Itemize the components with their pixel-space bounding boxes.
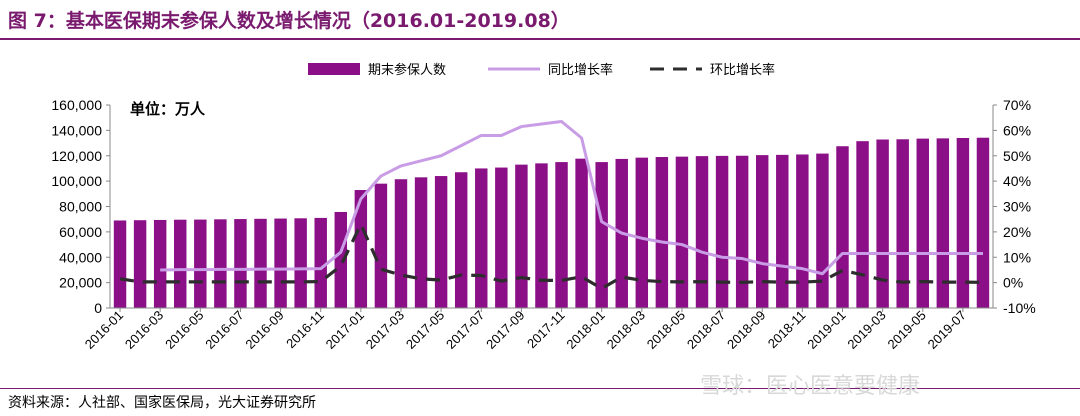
bar xyxy=(174,219,187,308)
x-tick-label: 2017-07 xyxy=(443,308,487,352)
legend-swatch-bar xyxy=(308,63,360,75)
bar xyxy=(515,164,528,308)
source-note: 资料来源：人社部、国家医保局，光大证券研究所 xyxy=(8,395,316,411)
right-tick-label: 20% xyxy=(1003,224,1031,240)
bar xyxy=(194,219,207,308)
bar xyxy=(334,211,347,308)
bar xyxy=(695,156,709,308)
x-tick-label: 2016-09 xyxy=(242,308,286,352)
bar xyxy=(475,168,488,308)
x-tick-label: 2019-03 xyxy=(844,308,888,352)
legend-label: 环比增长率 xyxy=(710,62,775,78)
legend-label: 期末参保人数 xyxy=(368,62,446,78)
x-tick-label: 2018-09 xyxy=(724,308,768,352)
bar xyxy=(354,190,368,308)
bar xyxy=(575,158,588,308)
x-tick-label: 2018-11 xyxy=(765,308,809,352)
bar xyxy=(454,172,468,308)
bar xyxy=(776,154,789,308)
chart-title: 图 7：基本医保期末参保人数及增长情况（2016.01-2019.08） xyxy=(8,10,570,32)
bar xyxy=(655,157,669,308)
x-tick-label: 2016-03 xyxy=(122,308,166,352)
line-series xyxy=(119,119,983,291)
bar xyxy=(735,155,749,308)
legend: 期末参保人数 同比增长率 环比增长率 xyxy=(308,62,775,78)
x-tick-label: 2017-11 xyxy=(524,308,568,352)
bar xyxy=(414,177,428,308)
bar xyxy=(113,220,127,308)
bar xyxy=(153,219,167,308)
left-tick-label: 40,000 xyxy=(59,249,102,265)
x-tick-label: 2017-01 xyxy=(323,308,367,352)
left-tick-label: 120,000 xyxy=(51,148,102,164)
x-tick-label: 2018-03 xyxy=(604,308,648,352)
bar xyxy=(856,141,869,308)
left-tick-label: 60,000 xyxy=(59,224,102,240)
right-tick-label: 10% xyxy=(1003,249,1031,265)
x-tick-label: 2018-07 xyxy=(684,308,728,352)
bar xyxy=(374,183,388,308)
bar xyxy=(294,218,307,308)
bar xyxy=(715,155,729,308)
x-tick-label: 2019-07 xyxy=(925,308,969,352)
right-tick-label: 70% xyxy=(1003,97,1031,113)
chart: 期末参保人数 同比增长率 环比增长率 单位：万人 0 20,000 40,000 60,0… xyxy=(51,62,1036,352)
legend-label: 同比增长率 xyxy=(548,62,613,78)
bar xyxy=(916,138,929,308)
yoy-growth-line xyxy=(160,119,983,276)
bar xyxy=(133,220,147,308)
x-tick-label: 2019-01 xyxy=(804,308,848,352)
right-tick-label: 50% xyxy=(1003,148,1031,164)
left-tick-label: 100,000 xyxy=(51,173,102,189)
x-tick-label: 2016-01 xyxy=(82,308,126,352)
bar xyxy=(535,163,548,308)
title-divider xyxy=(0,38,1080,40)
bar xyxy=(434,176,448,308)
x-tick-label: 2018-05 xyxy=(644,308,688,352)
source-divider xyxy=(0,388,1080,389)
x-tick-label: 2017-09 xyxy=(483,308,527,352)
bar xyxy=(976,137,990,308)
bar xyxy=(755,155,769,308)
x-tick-label: 2016-05 xyxy=(162,308,206,352)
bar xyxy=(394,179,408,308)
x-tick-label: 2016-07 xyxy=(202,308,246,352)
x-tick-label: 2016-11 xyxy=(283,308,327,352)
x-tick-label: 2017-03 xyxy=(363,308,407,352)
bar xyxy=(956,137,970,308)
bar xyxy=(796,154,809,308)
bar xyxy=(274,218,287,308)
right-tick-label: 40% xyxy=(1003,173,1031,189)
bar xyxy=(836,146,849,308)
left-tick-label: 140,000 xyxy=(51,122,102,138)
bar xyxy=(896,139,909,308)
left-tick-label: 80,000 xyxy=(59,199,102,215)
bar xyxy=(234,219,247,308)
bar xyxy=(816,153,829,308)
right-tick-label: -10% xyxy=(1003,300,1036,316)
left-tick-label: 160,000 xyxy=(51,97,102,113)
bar xyxy=(214,219,227,308)
mom-growth-line xyxy=(119,222,983,291)
x-tick-label: 2019-05 xyxy=(885,308,929,352)
left-tick-label: 0 xyxy=(94,300,102,316)
right-tick-label: 0% xyxy=(1003,275,1023,291)
right-tick-label: 30% xyxy=(1003,199,1031,215)
bar xyxy=(495,167,508,308)
bar xyxy=(555,162,568,308)
x-tick-label: 2017-05 xyxy=(403,308,447,352)
bar xyxy=(314,217,327,308)
bar xyxy=(936,138,950,308)
bar xyxy=(254,218,267,308)
right-tick-label: 60% xyxy=(1003,122,1031,138)
bar xyxy=(635,157,649,308)
bar xyxy=(876,139,889,308)
bar xyxy=(675,156,689,308)
left-tick-label: 20,000 xyxy=(59,275,102,291)
x-tick-label: 2018-01 xyxy=(563,308,607,352)
watermark: 雪球：医心医意要健康 xyxy=(700,374,921,399)
bar xyxy=(595,162,608,308)
unit-label: 单位：万人 xyxy=(130,100,206,118)
